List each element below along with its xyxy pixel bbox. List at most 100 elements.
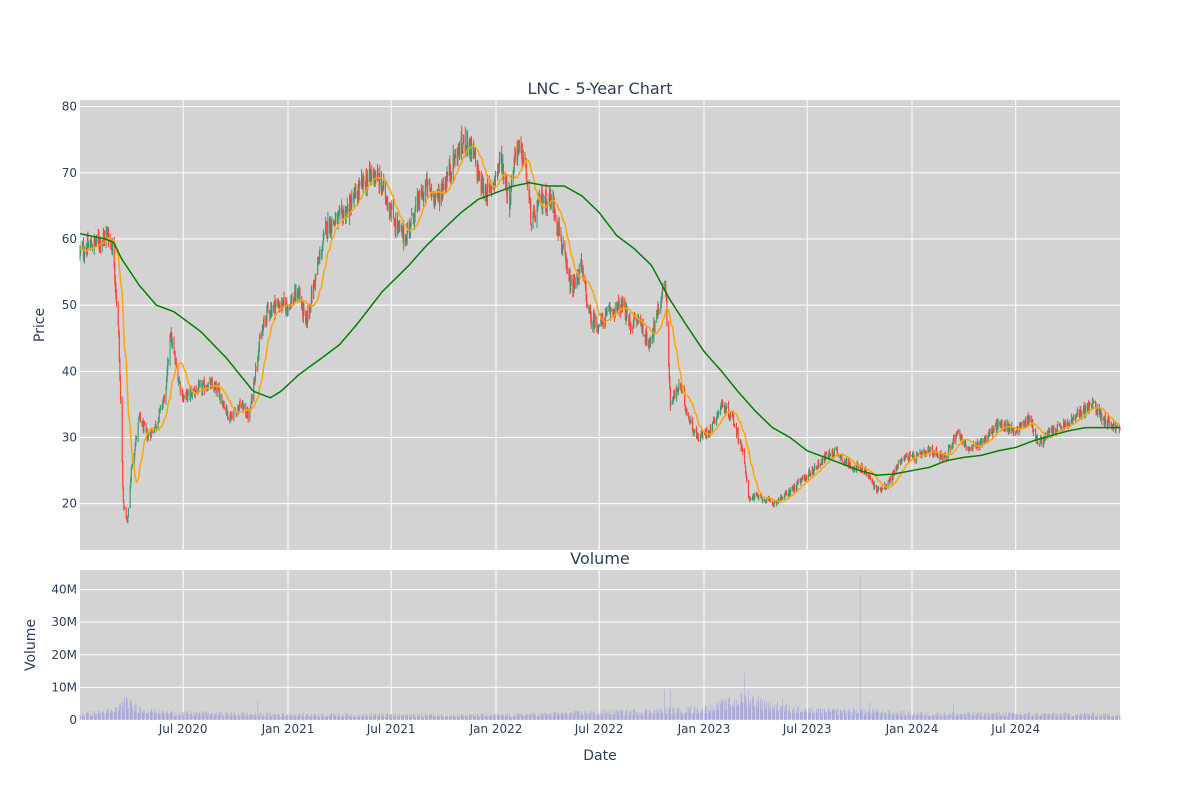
volume-bar: [588, 714, 590, 720]
candle-body: [963, 442, 965, 445]
volume-bar: [1045, 713, 1047, 720]
candle-body: [79, 249, 81, 253]
volume-bar: [1001, 714, 1003, 720]
candle-body: [402, 228, 404, 239]
candle-body: [826, 453, 828, 455]
volume-bar: [496, 714, 498, 720]
volume-bar: [546, 712, 548, 720]
volume-bar: [574, 710, 576, 720]
candle-body: [354, 189, 356, 191]
volume-bar: [142, 712, 143, 720]
volume-bar: [753, 706, 755, 720]
candle-body: [460, 136, 462, 159]
volume-bar: [282, 712, 283, 720]
candle-body: [913, 453, 915, 457]
candle-body: [967, 447, 969, 450]
volume-bar: [294, 714, 296, 720]
volume-bar: [616, 709, 618, 720]
volume-bar: [415, 716, 416, 720]
volume-bar: [737, 704, 739, 720]
volume-bar: [621, 710, 623, 720]
candle-body: [964, 440, 966, 444]
candle-body: [217, 387, 219, 393]
candle-body: [410, 217, 412, 227]
volume-bar: [939, 714, 941, 720]
volume-bar: [949, 712, 950, 720]
candle-body: [1027, 415, 1029, 426]
candle-body: [286, 307, 288, 311]
candle-body: [859, 466, 861, 468]
volume-bar: [179, 714, 181, 720]
candle-body: [139, 414, 141, 421]
candle-body: [458, 145, 460, 152]
candle-body: [592, 315, 594, 321]
candle-body: [346, 206, 348, 208]
candle-body: [131, 465, 133, 466]
volume-bar: [754, 706, 756, 720]
candle-body: [353, 199, 355, 201]
volume-bar: [668, 708, 669, 720]
volume-bar: [1057, 713, 1058, 720]
candle-body: [526, 181, 528, 183]
volume-bar: [92, 715, 93, 720]
candle-body: [787, 495, 789, 497]
candle-body: [1075, 416, 1077, 421]
candle-body: [150, 430, 152, 438]
volume-bar: [969, 714, 970, 720]
volume-bar: [395, 713, 397, 720]
volume-bar: [98, 713, 100, 720]
volume-bar: [193, 711, 195, 720]
candle-body: [382, 181, 384, 192]
candle-body: [229, 415, 231, 421]
candle-body: [166, 370, 168, 378]
volume-bar: [103, 713, 105, 720]
candle-body: [961, 434, 963, 437]
candle-body: [629, 315, 631, 327]
volume-bar: [275, 715, 277, 720]
candle-body: [600, 317, 602, 324]
candle-body: [588, 307, 590, 310]
candle-body: [201, 383, 203, 391]
candle-body: [996, 421, 998, 432]
candle-body: [217, 386, 219, 388]
candle-body: [325, 223, 327, 232]
candle-body: [728, 417, 730, 419]
volume-bar: [947, 714, 949, 720]
volume-bar: [585, 713, 587, 720]
volume-bar: [864, 714, 866, 720]
candle-body: [828, 452, 830, 459]
candle-body: [814, 466, 816, 470]
volume-bar: [466, 716, 467, 720]
volume-bar: [470, 715, 471, 720]
candle-body: [247, 410, 249, 417]
volume-bar: [1079, 715, 1080, 720]
candle-body: [335, 214, 337, 217]
volume-bar: [510, 716, 512, 720]
candle-body: [1036, 437, 1038, 439]
candle-body: [178, 380, 180, 382]
candle-body: [724, 406, 726, 413]
volume-bar: [166, 711, 168, 720]
volume-bar: [443, 717, 444, 720]
volume-bar: [186, 711, 188, 720]
volume-bar: [413, 714, 414, 720]
volume-bar: [150, 712, 151, 720]
volume-bar: [668, 708, 670, 720]
candle-body: [437, 192, 439, 195]
volume-bar: [665, 707, 667, 720]
volume-bar: [708, 708, 709, 720]
volume-bar: [427, 715, 428, 720]
candle-body: [912, 453, 914, 455]
volume-bar: [550, 715, 552, 720]
volume-bar: [210, 713, 212, 720]
candle-body: [602, 314, 604, 322]
candle-body: [461, 148, 463, 151]
candle-body: [299, 293, 301, 299]
volume-bar: [694, 708, 695, 720]
volume-bar: [917, 712, 919, 720]
candle-body: [452, 152, 454, 174]
volume-bar: [422, 715, 424, 720]
volume-bar: [821, 714, 823, 720]
volume-bar: [773, 703, 775, 720]
volume-bar: [1033, 715, 1034, 720]
